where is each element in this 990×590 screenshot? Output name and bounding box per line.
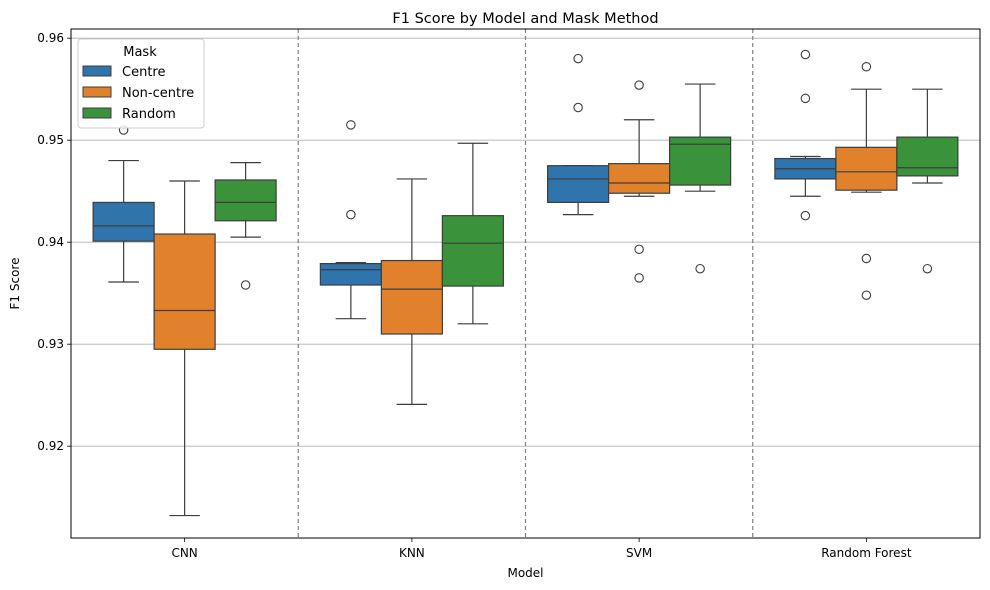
box-random-knn xyxy=(441,142,504,325)
outlier-point xyxy=(800,93,811,104)
box-iqr xyxy=(441,215,504,287)
y-tick-label: 0.94 xyxy=(37,235,64,249)
legend-frame xyxy=(77,38,205,129)
box-iqr xyxy=(380,259,443,335)
box-iqr xyxy=(319,263,382,286)
box-centre-random-forest xyxy=(774,49,837,221)
y-tick-label: 0.93 xyxy=(37,337,64,351)
outlier-point xyxy=(634,273,644,283)
plot-frame xyxy=(70,28,981,539)
box-centre-knn xyxy=(319,120,382,320)
legend-label-centre: Centre xyxy=(122,65,165,80)
outlier-point xyxy=(861,253,872,264)
outlier-point xyxy=(922,263,933,274)
outlier-point xyxy=(346,120,356,130)
box-iqr xyxy=(896,136,959,177)
box-random-cnn xyxy=(214,162,277,290)
box-random-random-forest xyxy=(896,88,959,274)
legend-label-non-centre: Non-centre xyxy=(122,86,194,101)
legend-swatch-centre xyxy=(82,65,112,77)
boxes xyxy=(92,49,959,517)
outlier-point xyxy=(634,80,644,90)
outlier-point xyxy=(800,210,811,221)
box-non-centre-knn xyxy=(380,178,443,405)
legend-items: Centre Non-centre Random xyxy=(82,65,194,122)
chart-title: F1 Score by Model and Mask Method xyxy=(392,11,658,27)
legend-swatch-non-centre xyxy=(82,86,112,98)
outlier-point xyxy=(573,102,583,113)
box-iqr xyxy=(214,179,277,222)
x-axis-ticks: CNN KNN SVM Random Forest xyxy=(171,538,912,560)
box-iqr xyxy=(669,136,732,186)
x-tick-label: SVM xyxy=(626,546,652,560)
outlier-point xyxy=(573,53,583,64)
box-random-svm xyxy=(669,83,732,274)
box-centre-svm xyxy=(547,53,610,216)
y-axis-ticks: 0.92 0.93 0.94 0.95 0.96 xyxy=(37,31,71,453)
box-iqr xyxy=(608,163,671,194)
box-iqr xyxy=(835,146,898,191)
outlier-point xyxy=(695,263,705,274)
box-non-centre-random-forest xyxy=(835,61,898,300)
y-axis-label: F1 Score xyxy=(8,258,22,310)
box-iqr xyxy=(547,165,610,204)
x-tick-label: Random Forest xyxy=(821,546,912,560)
outlier-point xyxy=(346,209,356,220)
y-tick-label: 0.96 xyxy=(37,31,64,45)
box-iqr xyxy=(92,201,155,242)
x-axis-label: Model xyxy=(507,566,543,580)
y-tick-label: 0.92 xyxy=(37,439,64,453)
box-non-centre-cnn xyxy=(153,180,216,517)
outlier-point xyxy=(634,244,644,255)
box-centre-cnn xyxy=(92,125,155,283)
y-tick-label: 0.95 xyxy=(37,133,64,147)
legend: Mask Centre Non-centre Random xyxy=(77,38,205,129)
x-tick-label: KNN xyxy=(399,546,425,560)
box-non-centre-svm xyxy=(608,80,671,283)
legend-label-random: Random xyxy=(122,107,176,122)
outlier-point xyxy=(240,280,251,290)
legend-swatch-random xyxy=(82,107,112,119)
x-tick-label: CNN xyxy=(171,546,197,560)
outlier-point xyxy=(861,61,872,72)
outlier-point xyxy=(861,290,872,300)
box-iqr xyxy=(153,233,216,350)
legend-title: Mask xyxy=(123,45,157,60)
category-separators xyxy=(297,29,754,538)
outlier-point xyxy=(800,49,811,60)
